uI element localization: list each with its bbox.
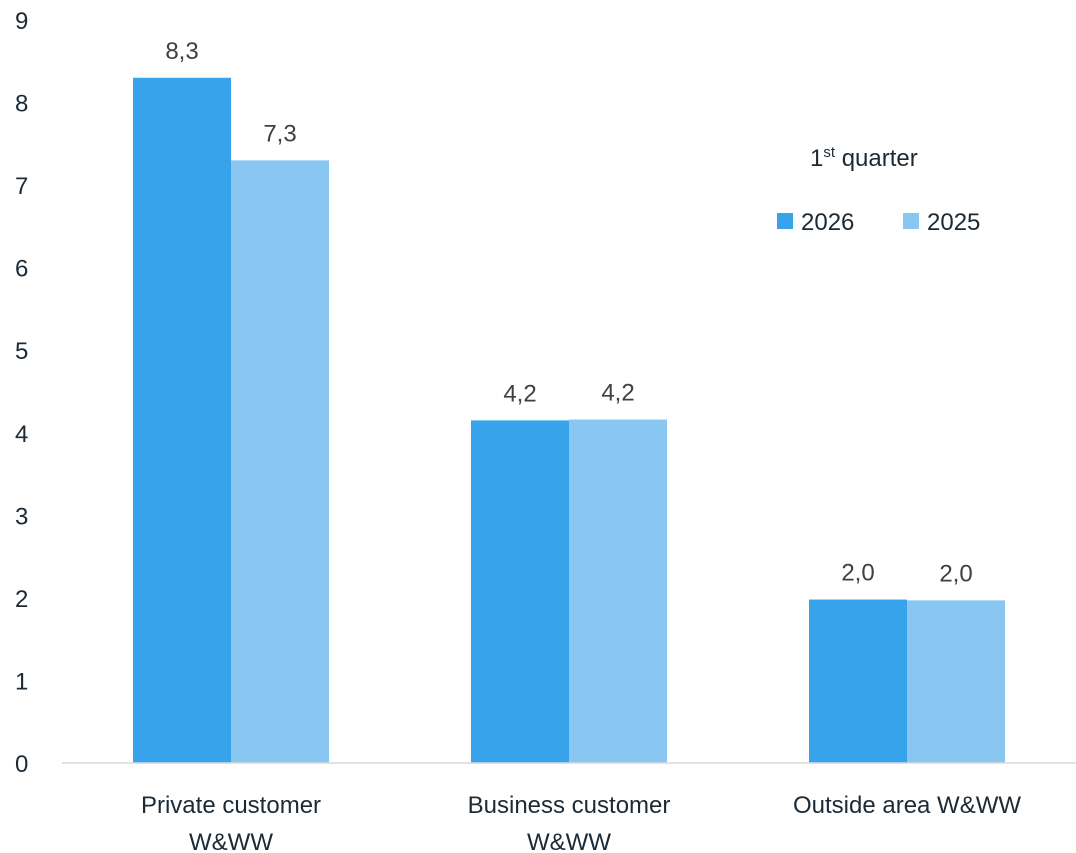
y-tick-label: 2 [15, 586, 28, 613]
category-label: W&WW [189, 829, 273, 853]
legend-title-sup: st [823, 144, 836, 161]
legend-title-main: 1 [810, 145, 823, 172]
data-label-2025-0: 7,3 [263, 120, 296, 147]
legend-swatch-2025 [903, 213, 919, 229]
bar-2026-2 [809, 599, 907, 763]
data-label-2025-1: 4,2 [601, 380, 634, 407]
legend-label-2025: 2025 [927, 209, 980, 236]
category-label: Outside area W&WW [793, 792, 1021, 819]
y-tick-label: 7 [15, 173, 28, 200]
data-labels: 8,3 4,2 2,0 7,3 4,2 2,0 [165, 38, 972, 588]
category-label: Business customer [468, 792, 671, 819]
legend-title: 1st quarter [810, 144, 918, 172]
y-axis: 0 1 2 3 4 5 6 7 8 9 [15, 8, 28, 778]
y-tick-label: 6 [15, 256, 28, 283]
data-label-2026-1: 4,2 [503, 380, 536, 407]
legend: 1st quarter 2026 2025 [777, 144, 980, 236]
bar-2025-1 [569, 419, 667, 763]
legend-swatch-2026 [777, 213, 793, 229]
bar-2025-2 [907, 600, 1005, 763]
data-label-2026-2: 2,0 [841, 560, 874, 587]
y-tick-label: 1 [15, 668, 28, 695]
y-tick-label: 0 [15, 751, 28, 778]
bar-2026-0 [133, 77, 231, 764]
category-label: Private customer [141, 792, 321, 819]
category-label: W&WW [527, 829, 611, 853]
y-tick-label: 9 [15, 8, 28, 35]
data-label-2025-2: 2,0 [939, 560, 972, 587]
legend-label-2026: 2026 [801, 209, 854, 236]
bar-2026-1 [471, 420, 569, 763]
data-label-2026-0: 8,3 [165, 38, 198, 65]
y-tick-label: 4 [15, 421, 28, 448]
y-tick-label: 8 [15, 91, 28, 118]
y-tick-label: 5 [15, 338, 28, 365]
x-axis: Private customer W&WW Business customer W&W… [141, 792, 1021, 853]
bar-2025-0 [231, 160, 329, 763]
bars [133, 77, 1005, 764]
legend-title-rest: quarter [835, 145, 918, 172]
y-tick-label: 3 [15, 503, 28, 530]
